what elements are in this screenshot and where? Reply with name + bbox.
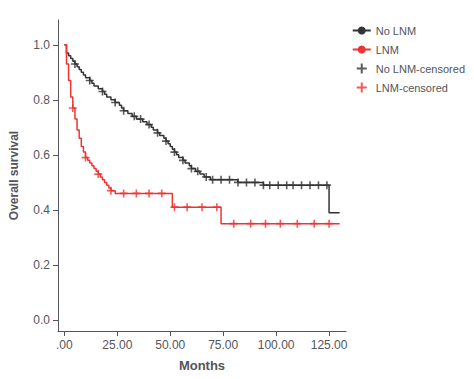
svg-text:0.6: 0.6 [33, 148, 50, 162]
svg-text:Overall survival: Overall survival [7, 131, 21, 220]
svg-text:LNM-censored: LNM-censored [376, 82, 448, 94]
svg-text:0.0: 0.0 [33, 313, 50, 327]
svg-text:0.2: 0.2 [33, 258, 50, 272]
svg-text:0.4: 0.4 [33, 203, 50, 217]
svg-text:100.00: 100.00 [258, 338, 295, 352]
svg-text:0.8: 0.8 [33, 93, 50, 107]
svg-text:LNM: LNM [376, 44, 399, 56]
svg-text:1.0: 1.0 [33, 38, 50, 52]
svg-text:No LNM-censored: No LNM-censored [376, 63, 465, 75]
svg-text:50.00: 50.00 [155, 338, 185, 352]
svg-text:Months: Months [179, 358, 225, 373]
svg-text:No LNM: No LNM [376, 25, 416, 37]
svg-text:75.00: 75.00 [208, 338, 238, 352]
svg-text:125.00: 125.00 [311, 338, 348, 352]
svg-text:25.00: 25.00 [102, 338, 132, 352]
svg-text:.00: .00 [56, 338, 73, 352]
